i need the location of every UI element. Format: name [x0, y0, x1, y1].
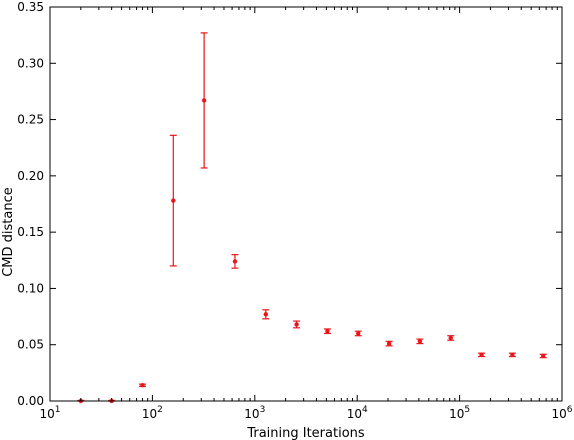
x-tick-label: 106 — [551, 405, 572, 421]
data-point — [201, 98, 207, 103]
y-tick-label: 0.10 — [17, 281, 44, 295]
x-axis-label: Training Iterations — [246, 426, 365, 440]
y-tick-label: 0.15 — [17, 225, 44, 239]
plot-frame — [49, 6, 563, 402]
y-tick-label: 0.05 — [17, 338, 44, 352]
x-tick-label: 103 — [244, 405, 265, 421]
data-point — [417, 339, 423, 344]
data-point — [171, 198, 176, 203]
data-point — [263, 312, 268, 317]
data-point — [325, 329, 330, 334]
y-tick-label: 0.00 — [17, 394, 44, 408]
data-point — [386, 341, 392, 346]
data-point — [232, 259, 238, 264]
y-tick-label: 0.35 — [17, 0, 44, 14]
data-point — [479, 352, 484, 358]
x-tick-label: 104 — [347, 405, 368, 421]
data-point — [541, 353, 546, 359]
data-point — [510, 352, 515, 358]
y-tick-label: 0.20 — [17, 169, 44, 183]
axes: 0.00 0.05 0.10 0.15 0.20 0.25 0.30 0.35 101 102 10… — [17, 0, 572, 421]
data-point — [448, 335, 453, 341]
data-marks — [77, 32, 547, 404]
y-axis-label: CMD distance — [1, 187, 16, 277]
data-point — [140, 383, 145, 388]
y-tick-label: 0.25 — [17, 113, 44, 127]
x-tick-label: 105 — [449, 405, 470, 421]
x-tick-label: 102 — [142, 405, 163, 421]
x-tick-label: 101 — [39, 405, 60, 421]
data-point — [356, 331, 361, 336]
y-tick-label: 0.30 — [17, 56, 44, 70]
data-point — [294, 322, 299, 327]
